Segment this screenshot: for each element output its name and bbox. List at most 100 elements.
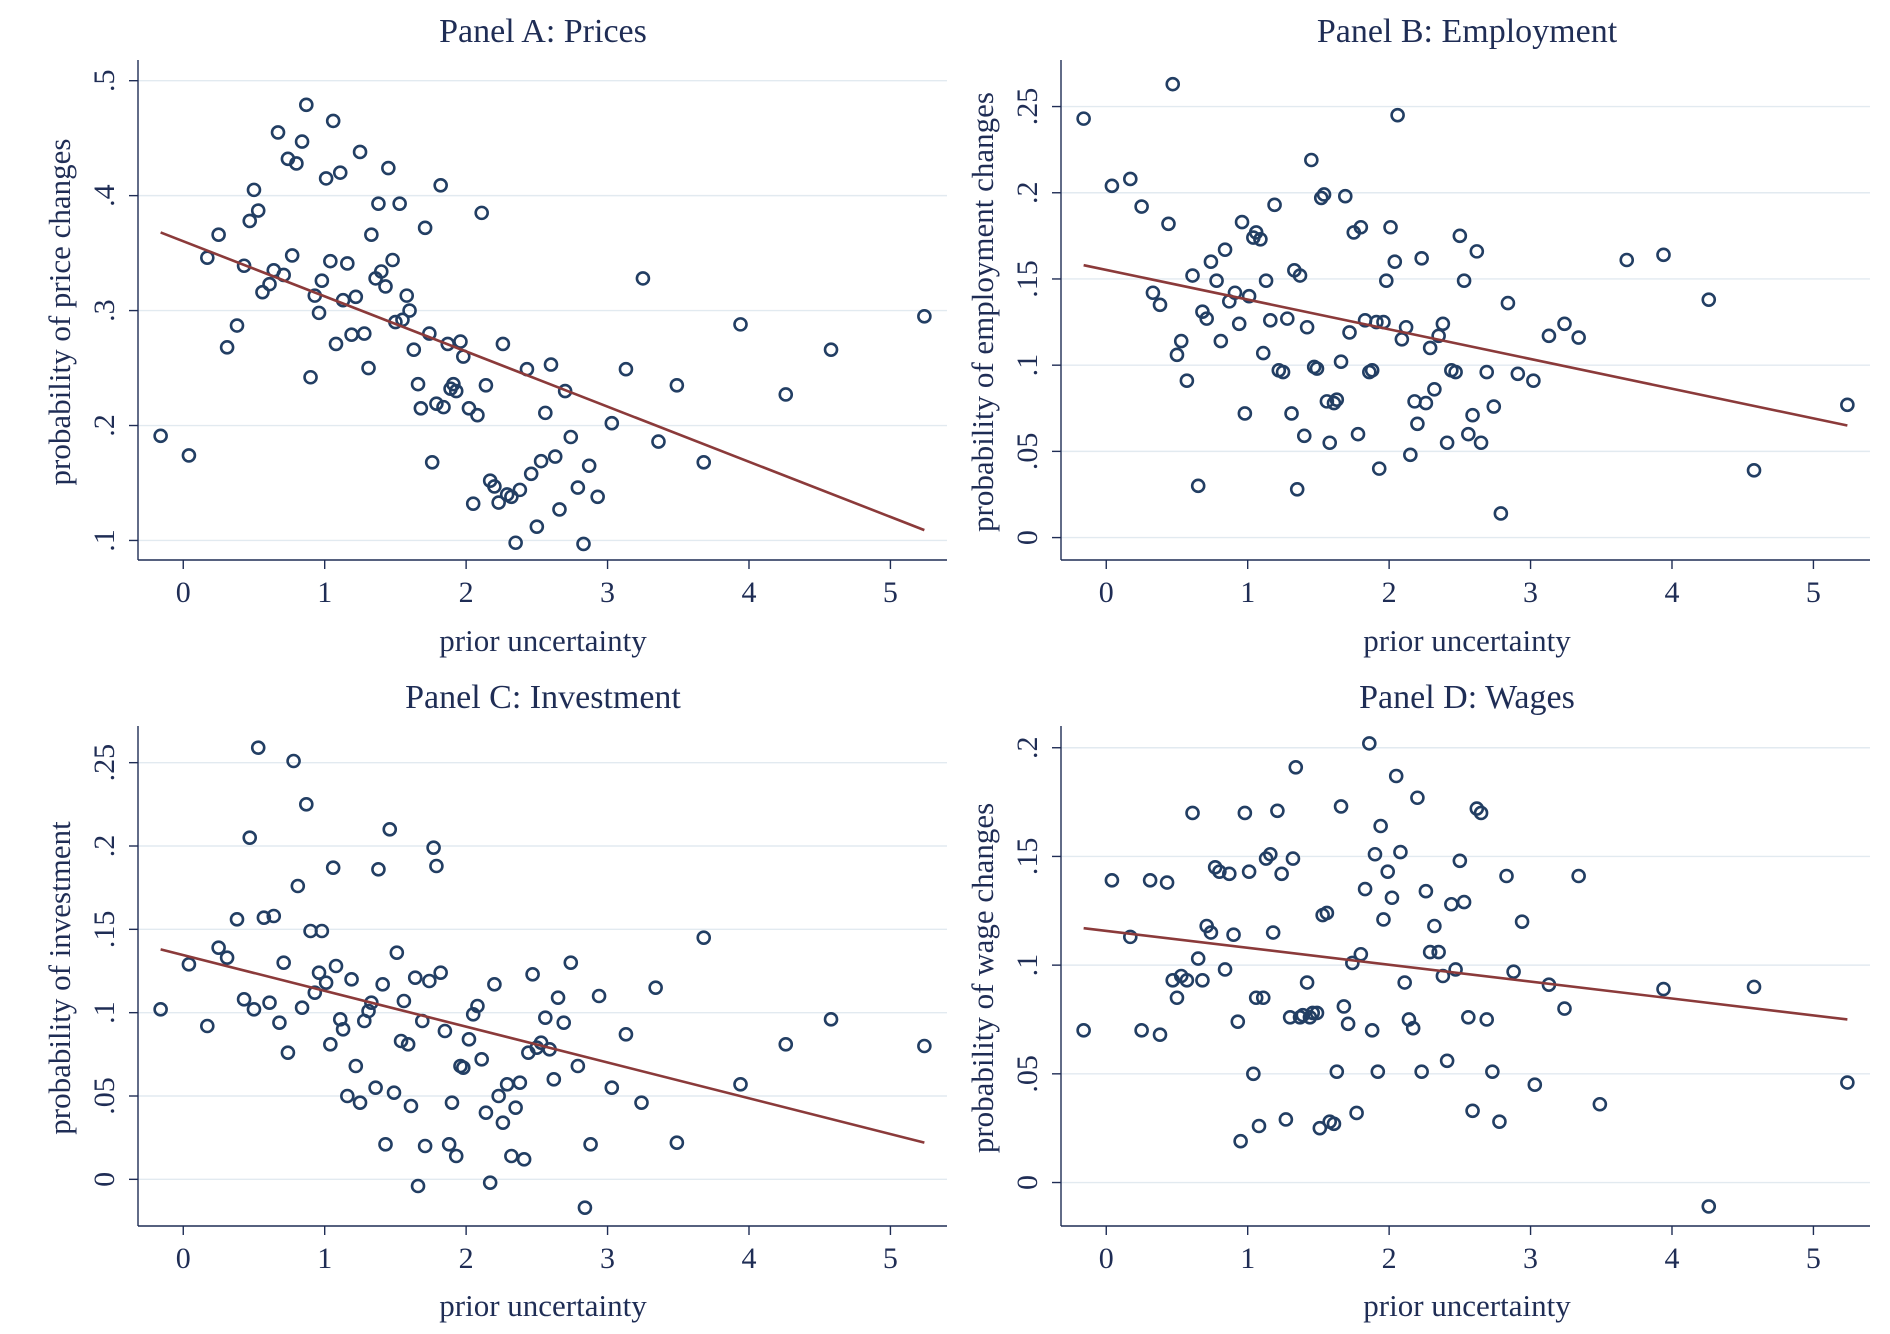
panel-b-point <box>1394 332 1410 347</box>
panel-a-point <box>823 342 839 357</box>
panel-c-xtick-label: 2 <box>459 1242 474 1275</box>
panel-a-fit-line <box>160 231 925 532</box>
panel-b-xtick-label: 5 <box>1806 576 1821 609</box>
panel-c-ytick-label: .2 <box>88 835 121 858</box>
panel-c-point <box>246 1002 262 1017</box>
panel-a-point <box>413 400 429 416</box>
panel-d-point <box>1230 1014 1246 1029</box>
panel-d-point <box>1305 1005 1321 1021</box>
panel-b-point <box>1840 397 1855 413</box>
panel-a-ytick-label: .3 <box>88 299 121 322</box>
panel-d-point <box>1246 1066 1261 1082</box>
panel-a-point <box>604 415 620 431</box>
panel-c-point <box>386 1085 402 1100</box>
panel-d-point <box>1485 1064 1500 1079</box>
panel-b-point <box>1410 416 1425 432</box>
panel-d-xtick-label: 3 <box>1523 1242 1538 1275</box>
panel-c-point <box>550 990 566 1005</box>
panel-d-point <box>1384 890 1400 906</box>
panel-c-point <box>382 822 398 837</box>
panel-c-point <box>823 1012 839 1027</box>
panel-b-point <box>1414 250 1429 266</box>
panel-c-point <box>495 1115 511 1130</box>
panel-b-point <box>1656 247 1671 263</box>
panel-b-point <box>1253 232 1268 247</box>
panel-c-point <box>648 980 663 995</box>
panel-b-point <box>1337 188 1353 204</box>
panel-d-point <box>1217 962 1233 977</box>
panel-d-ytick-label: 0 <box>1011 1175 1044 1190</box>
panel-d-xtick-label: 1 <box>1240 1242 1255 1275</box>
panel-a-point <box>318 171 334 186</box>
panel-a-point <box>491 495 506 510</box>
panel-b-point <box>1333 354 1349 370</box>
panel-d-point <box>1422 944 1438 960</box>
panel-b-point <box>1387 254 1403 270</box>
panel-a-point <box>219 340 235 355</box>
panel-a-point <box>461 400 477 416</box>
panel-d-point <box>1190 951 1206 966</box>
panel-d-point <box>1336 999 1352 1014</box>
panel-b-point <box>1479 364 1495 380</box>
panel-c-point <box>314 923 330 939</box>
panel-c-xtick-label: 0 <box>176 1242 191 1275</box>
panel-d-point <box>1309 1005 1325 1021</box>
panel-a-point <box>364 227 379 243</box>
panel-c-point <box>272 1015 287 1030</box>
panel-c-ytick-label: .15 <box>88 911 121 949</box>
panel-b-point <box>1403 447 1418 463</box>
panel-c-point <box>455 1060 471 1075</box>
panel-d-point <box>1288 760 1304 775</box>
panel-b-point <box>1299 319 1315 335</box>
panel-d-point <box>1340 1016 1356 1032</box>
panel-c-point <box>444 1095 460 1110</box>
panel-d-xtick-label: 4 <box>1664 1242 1679 1275</box>
panel-b-ytick-label: .25 <box>1011 88 1044 126</box>
panel-b-xtick-label: 0 <box>1099 576 1114 609</box>
panel-b-point <box>1371 461 1387 476</box>
panel-c-xtick-label: 4 <box>741 1242 756 1275</box>
panel-d-point <box>1499 868 1514 884</box>
panel-c-xlabel: prior uncertainty <box>439 1288 647 1323</box>
panel-b-point <box>1465 407 1480 423</box>
panel-a-point <box>487 479 502 494</box>
panel-d-ytick-label: .05 <box>1011 1055 1044 1093</box>
panel-a-point <box>153 428 168 444</box>
panel-c-point <box>396 993 412 1009</box>
panel-d-point <box>1380 864 1396 879</box>
panel-d-ytick-label: .1 <box>1011 954 1044 977</box>
panel-c-ytick-label: .1 <box>88 1001 121 1024</box>
panel-b-point <box>1493 506 1509 521</box>
panel-b-point <box>1439 435 1455 451</box>
panel-b-point <box>1746 463 1762 478</box>
panel-c-investment: Panel C: Investment prior uncertainty pr… <box>42 679 947 1323</box>
panel-b-point <box>1427 382 1442 397</box>
panel-c-point <box>348 1058 364 1074</box>
panel-c-ytick-label: 0 <box>88 1172 121 1187</box>
panel-a-point <box>618 361 634 377</box>
panel-c-point <box>422 973 437 989</box>
panel-b-point <box>1473 435 1489 451</box>
panel-a-point <box>255 284 270 300</box>
panel-b-point <box>1316 187 1332 202</box>
panel-b-point <box>1209 273 1224 288</box>
panel-b-point <box>1422 340 1438 356</box>
panel-b-point <box>1169 347 1185 363</box>
panel-a-point <box>381 160 396 176</box>
panel-a-point <box>311 305 327 321</box>
panel-a-ytick-label: .1 <box>88 529 121 552</box>
panel-c-point <box>335 1022 351 1037</box>
panel-a-point <box>504 489 519 505</box>
panel-d-point <box>1840 1075 1855 1090</box>
panel-c-title: Panel C: Investment <box>405 679 681 716</box>
panel-c-point <box>556 1015 572 1030</box>
panel-d-point <box>1255 990 1271 1006</box>
panel-c-point <box>429 858 444 874</box>
panel-d-point <box>1104 873 1120 888</box>
panel-c-point <box>311 965 327 980</box>
panel-d-xtick-label: 5 <box>1806 1242 1821 1275</box>
panel-a-point <box>340 256 355 271</box>
panel-d-point <box>1134 1023 1149 1038</box>
panel-c-point <box>591 988 607 1004</box>
